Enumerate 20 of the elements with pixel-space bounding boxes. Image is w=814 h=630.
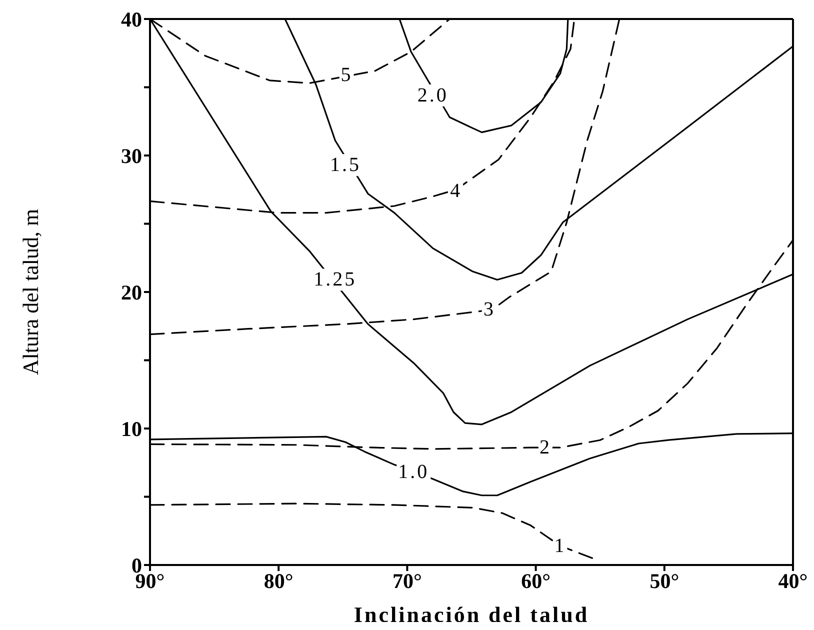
x-tick-label: 60° — [521, 568, 551, 593]
annotation: 1.5 — [330, 154, 361, 176]
x-tick-label: 80° — [264, 568, 294, 593]
annotation: 3 — [484, 298, 496, 321]
y-axis-title: Altura del talud, m — [18, 208, 43, 376]
y-tick-label: 10 — [121, 416, 142, 441]
x-tick-label: 70° — [392, 568, 422, 593]
annotation: 1.0 — [398, 461, 430, 484]
y-tick-label: 20 — [121, 280, 142, 304]
annotation: 4 — [450, 180, 462, 202]
annotation: 2 — [539, 436, 552, 459]
annotation: 2.0 — [417, 84, 448, 106]
annotation: 5 — [340, 64, 353, 86]
x-tick-label: 40° — [778, 568, 808, 593]
y-tick-label: 30 — [121, 144, 142, 168]
x-axis-title: Inclinación del talud — [354, 602, 590, 627]
annotation: 1 — [554, 534, 566, 557]
y-tick-label: 40 — [121, 7, 142, 32]
x-tick-label: 50° — [650, 568, 680, 593]
annotation: 1.25 — [314, 268, 357, 291]
